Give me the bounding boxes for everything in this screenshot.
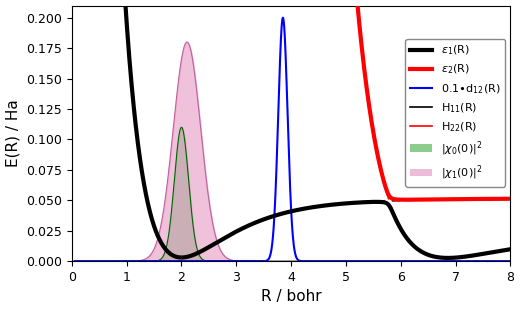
Y-axis label: E(R) / Ha: E(R) / Ha: [6, 100, 21, 167]
X-axis label: R / bohr: R / bohr: [261, 290, 321, 304]
Legend: $\varepsilon_1$(R), $\varepsilon_2$(R), 0.1$\bullet$d$_{12}$(R), H$_{11}$(R), H$: $\varepsilon_1$(R), $\varepsilon_2$(R), …: [406, 39, 505, 187]
